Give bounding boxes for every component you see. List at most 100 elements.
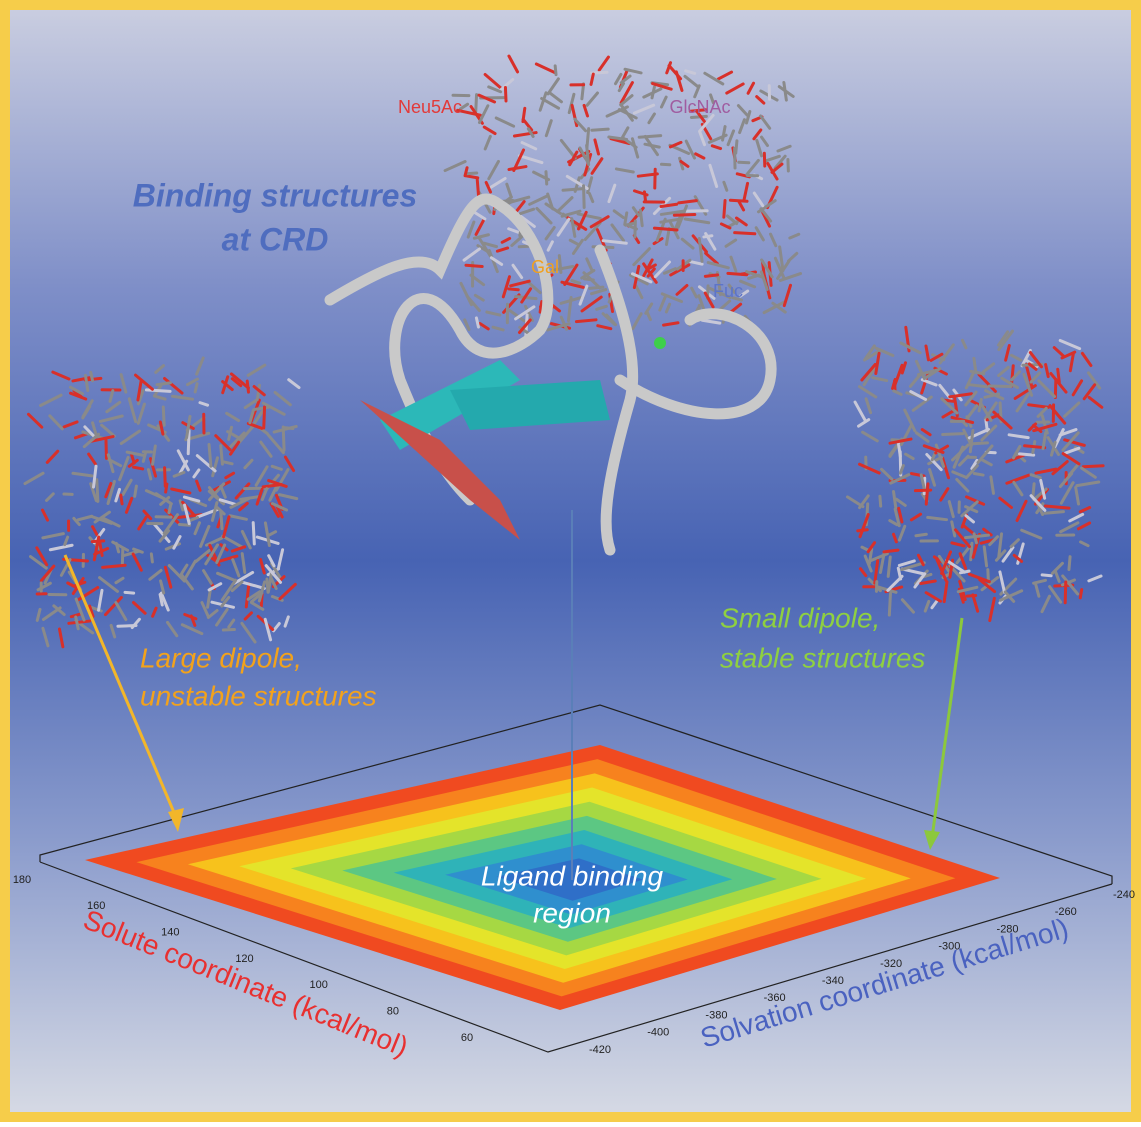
x-tick-label: 140 [161, 927, 179, 939]
annotation: region [533, 897, 611, 928]
bond [1025, 446, 1045, 448]
bond [943, 434, 963, 435]
bond [971, 443, 988, 444]
y-tick-label: -380 [705, 1009, 727, 1021]
x-tick-label: 160 [87, 900, 105, 912]
bond [160, 594, 162, 605]
bond [151, 554, 152, 562]
annotation: unstable structures [140, 680, 377, 711]
bond [592, 129, 608, 130]
bond [915, 490, 930, 491]
y-tick-label: -260 [1055, 906, 1077, 918]
y-tick-label: -340 [822, 975, 844, 987]
bond [103, 565, 126, 567]
bond [563, 189, 583, 191]
bond [1065, 582, 1066, 603]
bond [858, 530, 867, 531]
bond [221, 446, 223, 464]
bond [1083, 466, 1103, 467]
bond [253, 523, 254, 544]
title-line: at CRD [222, 221, 329, 257]
bond [889, 593, 890, 615]
residue-label: GlcNAc [669, 97, 730, 117]
bond [967, 595, 975, 596]
bond [224, 462, 232, 464]
bond [169, 504, 171, 512]
bond [125, 592, 134, 593]
bond [1069, 557, 1070, 570]
bond [705, 275, 717, 277]
bond [884, 550, 898, 552]
y-tick-label: -420 [589, 1044, 611, 1056]
y-tick-label: -240 [1113, 889, 1135, 901]
bond [195, 384, 197, 392]
bond [476, 318, 478, 327]
bond [165, 468, 166, 486]
bond [587, 145, 589, 164]
bond [1042, 575, 1051, 576]
y-tick-label: -300 [938, 941, 960, 953]
bond [898, 444, 900, 457]
annotation: Ligand binding [481, 860, 664, 891]
bond [221, 512, 222, 529]
bond [625, 213, 627, 225]
bond [121, 495, 122, 504]
bond [179, 525, 189, 526]
bond [674, 215, 694, 216]
bond [284, 428, 293, 429]
bond [1080, 590, 1081, 598]
bond [134, 467, 143, 469]
bond [728, 273, 747, 274]
bond [576, 320, 596, 322]
bond [584, 186, 585, 208]
bond [166, 484, 167, 492]
bond [555, 66, 556, 75]
bond [639, 136, 661, 138]
x-tick-label: 100 [309, 979, 327, 991]
y-tick-label: -360 [764, 992, 786, 1004]
residue-label: Gal [531, 257, 559, 277]
annotation: Small dipole, [720, 602, 880, 633]
bond [92, 541, 103, 542]
bond [466, 265, 482, 266]
bond [735, 233, 755, 234]
bond [926, 484, 928, 504]
bond [523, 108, 525, 121]
bond [106, 440, 107, 458]
bond [916, 534, 926, 536]
bond [974, 358, 976, 370]
bond [146, 390, 170, 391]
calcium-ion [654, 337, 666, 349]
bond [1045, 512, 1064, 514]
bond [1045, 506, 1069, 508]
annotation: Large dipole, [140, 642, 302, 673]
bond [476, 95, 477, 112]
bond [880, 496, 881, 506]
y-tick-label: -320 [880, 958, 902, 970]
residue-label: Fuc [713, 281, 743, 301]
bond [97, 480, 98, 502]
bond [509, 289, 518, 290]
bond [724, 200, 725, 217]
bond [974, 474, 983, 476]
annotation: stable structures [720, 642, 925, 673]
bond [1055, 379, 1056, 397]
bond [264, 407, 265, 428]
residue-label: Neu5Ac [398, 97, 462, 117]
x-tick-label: 180 [13, 874, 31, 886]
x-tick-label: 60 [461, 1032, 473, 1044]
x-tick-label: 80 [387, 1006, 399, 1018]
bond [505, 87, 506, 100]
bond [157, 383, 171, 385]
bond [1020, 454, 1034, 455]
bond [640, 210, 642, 226]
bond [466, 173, 476, 174]
x-tick-label: 120 [235, 953, 253, 965]
title-line: Binding structures [133, 177, 417, 213]
y-tick-label: -400 [647, 1027, 669, 1039]
bond [163, 407, 164, 425]
bond [209, 445, 211, 467]
y-tick-label: -280 [997, 923, 1019, 935]
bond [960, 571, 969, 573]
